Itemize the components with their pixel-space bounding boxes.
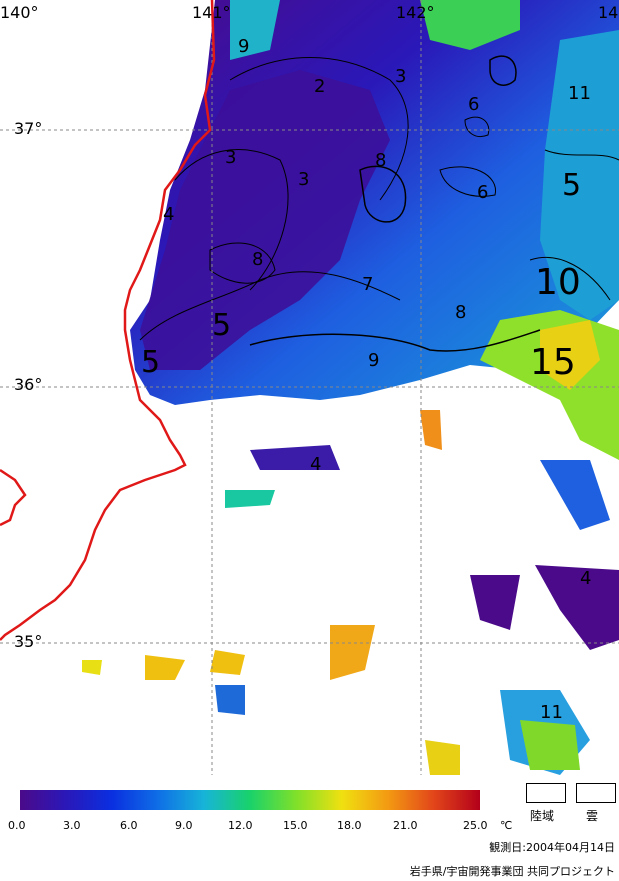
contour-label: 15: [530, 342, 576, 383]
contour-label: 3: [298, 169, 309, 190]
observation-date: 観測日:2004年04月14日: [489, 841, 615, 854]
contour-label: 4: [163, 204, 174, 225]
contour-label: 2: [314, 76, 325, 97]
cold-core-region: [140, 70, 390, 370]
contour-label: 8: [455, 302, 466, 323]
cloud-label: 雲: [586, 809, 599, 823]
patch-south-2: [535, 565, 619, 650]
patch-south-1: [250, 445, 340, 470]
tick-label: 9.0: [175, 819, 193, 832]
patch-south-13: [540, 460, 610, 530]
contour-label: 3: [225, 147, 236, 168]
contour-label: 7: [362, 274, 373, 295]
tick-label: 18.0: [337, 819, 362, 832]
contour-label: 4: [310, 454, 321, 475]
lat-label-36: 36°: [14, 375, 42, 394]
warm-patch-northeast: [420, 0, 520, 50]
contour-label: 5: [562, 168, 581, 203]
patch-south-5: [520, 720, 580, 770]
lon-label-142: 142°: [396, 3, 435, 22]
patch-south-12: [225, 490, 275, 508]
lon-label-140: 140°: [0, 3, 39, 22]
contour-label: 11: [540, 702, 563, 723]
contour-label: 9: [238, 36, 249, 57]
tick-label: 12.0: [228, 819, 253, 832]
coastline-bay: [0, 468, 27, 527]
isotherm-contours: [139, 55, 619, 352]
warm-patch-9: [230, 0, 280, 60]
warm-core-15: [540, 320, 600, 390]
contour-label: 6: [468, 94, 479, 115]
temperature-legend: 0.0 3.0 6.0 9.0 12.0 15.0 18.0 21.0 25.0…: [0, 775, 619, 881]
unit-label: ℃: [500, 819, 513, 832]
lat-label-35: 35°: [14, 632, 42, 651]
contour-label: 10: [535, 262, 581, 303]
patch-south-3: [470, 575, 520, 630]
lat-label-37: 37°: [14, 119, 42, 138]
contour-label: 8: [375, 150, 386, 171]
patch-south-8: [210, 650, 245, 675]
contour-label: 11: [568, 83, 591, 104]
cloud-swatch: [576, 783, 616, 803]
coastline: [0, 0, 216, 641]
lon-label-143: 14: [598, 3, 618, 22]
patch-south-11: [420, 410, 442, 450]
contour-label: 8: [252, 249, 263, 270]
tick-label: 25.0: [463, 819, 488, 832]
tick-label: 6.0: [120, 819, 138, 832]
land-label: 陸域: [530, 809, 555, 823]
tick-label: 3.0: [63, 819, 81, 832]
patch-south-9: [82, 660, 102, 675]
tick-label: 0.0: [8, 819, 26, 832]
patch-south-7: [145, 655, 185, 680]
sea-surface-temperature-map: 140° 141° 142° 14 37° 36° 35° 9 2 3 3 6 …: [0, 0, 619, 775]
tick-label: 21.0: [393, 819, 418, 832]
graticule: [0, 0, 619, 775]
lon-label-141: 141°: [192, 3, 231, 22]
contour-label: 3: [395, 66, 406, 87]
tick-label: 15.0: [283, 819, 308, 832]
contour-label: 5: [212, 308, 231, 343]
contour-label: 5: [141, 345, 160, 380]
land-swatch: [526, 783, 566, 803]
contour-label: 9: [368, 350, 379, 371]
patch-south-14: [425, 740, 460, 775]
project-credit: 岩手県/宇宙開発事業団 共同プロジェクト: [409, 865, 615, 878]
contour-label: 4: [580, 568, 591, 589]
color-scale-ticks: 0.0 3.0 6.0 9.0 12.0 15.0 18.0 21.0 25.0…: [0, 811, 619, 832]
contour-label: 6: [477, 182, 488, 203]
color-scale-bar: [20, 790, 480, 810]
warm-region-east: [540, 30, 619, 320]
patch-south-10: [215, 685, 245, 715]
patch-south-6: [330, 625, 375, 680]
contour-value-labels: 9 2 3 3 6 3 8 6 5 4 11 10 8 7 8 5 5 9 15…: [141, 36, 591, 723]
